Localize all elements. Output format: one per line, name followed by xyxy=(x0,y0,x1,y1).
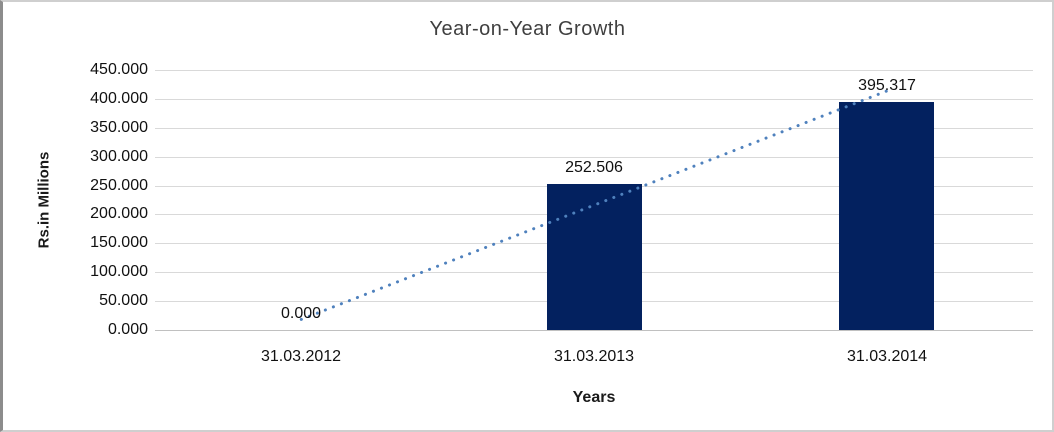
y-tick-label: 450.000 xyxy=(90,61,148,78)
y-tick-label: 250.000 xyxy=(90,177,148,194)
y-tick-label: 150.000 xyxy=(90,234,148,251)
x-axis-line xyxy=(155,330,1033,331)
y-tick-label: 0.000 xyxy=(107,321,148,338)
y-tick-label: 200.000 xyxy=(90,205,148,222)
gridline xyxy=(155,99,1033,100)
y-tick-label: 50.000 xyxy=(99,292,148,309)
x-axis-title: Years xyxy=(572,389,616,406)
data-label: 252.506 xyxy=(565,159,623,176)
y-tick-label: 100.000 xyxy=(90,263,148,280)
x-tick-label: 31.03.2012 xyxy=(260,348,342,365)
bar xyxy=(839,102,934,330)
y-tick-label: 400.000 xyxy=(90,90,148,107)
data-label: 395.317 xyxy=(858,77,916,94)
gridline xyxy=(155,70,1033,71)
y-tick-label: 350.000 xyxy=(90,119,148,136)
data-label: 0.000 xyxy=(280,305,322,322)
x-tick-label: 31.03.2014 xyxy=(846,348,928,365)
chart-title: Year-on-Year Growth xyxy=(429,18,626,40)
y-tick-label: 300.000 xyxy=(90,148,148,165)
bar xyxy=(547,184,642,330)
x-tick-label: 31.03.2013 xyxy=(553,348,635,365)
